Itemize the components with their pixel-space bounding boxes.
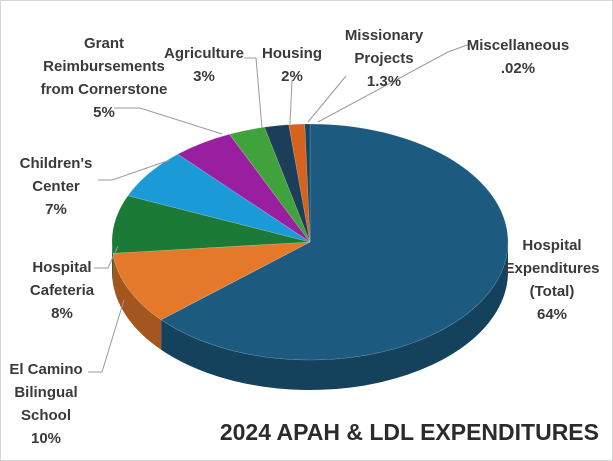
label-line: School — [21, 407, 71, 424]
label-line: Projects — [354, 50, 413, 67]
label-line: 5% — [93, 104, 115, 121]
leader-el-camino — [88, 299, 125, 373]
pie-side-hospital — [161, 242, 508, 391]
label-line: 10% — [31, 430, 61, 447]
label-hospital: Hospital Expenditures (Total) 64% — [504, 237, 599, 323]
label-line: .02% — [501, 60, 535, 77]
leader-missionary — [307, 75, 347, 123]
pie-slice-childrens — [127, 153, 311, 243]
leader-agriculture — [244, 57, 263, 129]
pie-side-el-camino — [112, 253, 162, 350]
label-line: Hospital — [32, 259, 91, 276]
label-line: Expenditures — [504, 260, 599, 277]
label-misc: Miscellaneous .02% — [467, 37, 570, 77]
label-line: from Cornerstone — [41, 81, 168, 98]
pie-slice-missionary — [288, 123, 311, 243]
leader-housing — [289, 79, 293, 125]
pie-slice-agriculture — [228, 126, 311, 243]
leader-grant — [114, 107, 223, 135]
label-line: Bilingual — [14, 384, 77, 401]
label-line: Grant — [84, 35, 124, 52]
label-line: (Total) — [530, 283, 575, 300]
leader-hospital-cafeteria — [94, 245, 119, 269]
slice-labels: Hospital Expenditures (Total) 64% El Camino… — [9, 27, 599, 447]
label-line: 1.3% — [367, 73, 401, 90]
label-line: 3% — [193, 68, 215, 85]
label-line: 64% — [537, 306, 567, 323]
label-line: Housing — [262, 45, 322, 62]
label-cafeteria: Hospital Cafeteria 8% — [30, 259, 95, 322]
label-housing: Housing 2% — [262, 45, 322, 85]
label-grant: Grant Reimbursements from Cornerstone 5% — [41, 35, 168, 121]
label-agriculture: Agriculture 3% — [164, 45, 244, 85]
label-line: Miscellaneous — [467, 37, 570, 54]
label-line: Children's — [20, 155, 93, 172]
pie-side-cafeteria — [112, 242, 113, 284]
label-el-camino: El Camino Bilingual School 10% — [9, 361, 82, 447]
leader-childrens-center — [98, 159, 171, 181]
leader-miscellaneous — [317, 43, 471, 123]
leader-lines — [88, 43, 471, 373]
pie-slice-misc — [304, 123, 311, 243]
label-line: Center — [32, 178, 80, 195]
label-line: Hospital — [522, 237, 581, 254]
label-missionary: Missionary Projects 1.3% — [345, 27, 424, 90]
pie-slice-housing — [264, 124, 311, 243]
pie-slice-hospital — [160, 123, 509, 361]
pie-slice-grant — [177, 133, 311, 243]
label-line: El Camino — [9, 361, 82, 378]
pie-slice-cafeteria — [111, 195, 311, 254]
label-line: Reimbursements — [43, 58, 165, 75]
label-line: Agriculture — [164, 45, 244, 62]
label-line: 8% — [51, 305, 73, 322]
chart-title: 2024 APAH & LDL EXPENDITURES — [220, 419, 599, 445]
label-childrens: Children's Center 7% — [20, 155, 93, 218]
label-line: 7% — [45, 201, 67, 218]
pie-slices — [111, 123, 509, 391]
label-line: Missionary — [345, 27, 424, 44]
label-line: Cafeteria — [30, 282, 95, 299]
label-line: 2% — [281, 68, 303, 85]
